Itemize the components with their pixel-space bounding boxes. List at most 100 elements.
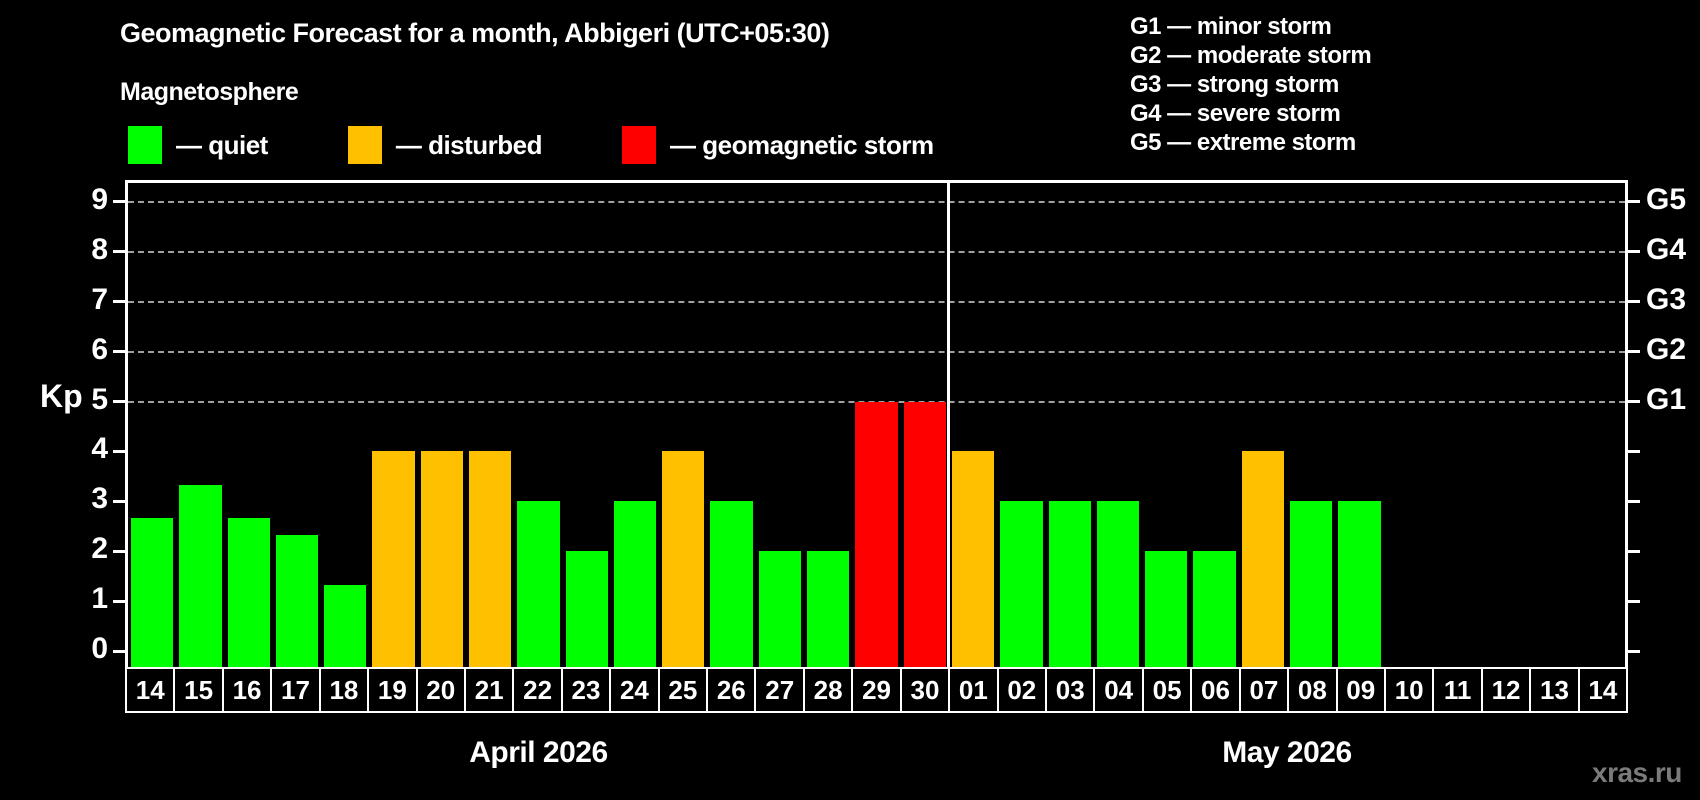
day-label-apr-14: 14 bbox=[125, 667, 176, 713]
kp-bar-may-06 bbox=[1193, 551, 1236, 667]
kp-bar-apr-16 bbox=[227, 517, 270, 667]
day-label-apr-26: 26 bbox=[706, 667, 757, 713]
g-scale-legend: G1 — minor storm G2 — moderate storm G3 … bbox=[1130, 12, 1372, 157]
kp-bar-may-07 bbox=[1241, 451, 1284, 667]
gridline-kp-7 bbox=[128, 300, 1625, 303]
plot-area bbox=[125, 180, 1628, 670]
kp-bar-apr-26 bbox=[710, 501, 753, 667]
day-label-may-04: 04 bbox=[1093, 667, 1144, 713]
day-axis-row: 14 15 16 17 18 19 20 21 22 23 24 25 26 27 28 29 30 01 02 03… bbox=[125, 667, 1629, 713]
gridline-kp-6 bbox=[128, 350, 1625, 353]
y-axis-tick-label-2: 2 bbox=[91, 532, 108, 566]
day-label-may-12: 12 bbox=[1480, 667, 1532, 713]
right-axis-label-g3: G3 bbox=[1646, 282, 1687, 316]
kp-bar-may-02 bbox=[1000, 501, 1043, 667]
y-axis-tick-label-6: 6 bbox=[91, 332, 108, 366]
day-label-apr-15: 15 bbox=[173, 667, 224, 713]
day-label-may-08: 08 bbox=[1287, 667, 1338, 713]
day-label-apr-27: 27 bbox=[754, 667, 805, 713]
day-label-may-14: 14 bbox=[1577, 667, 1629, 713]
kp-bar-apr-14 bbox=[131, 517, 174, 667]
day-label-apr-30: 30 bbox=[899, 667, 951, 713]
right-tick-kp-8 bbox=[1628, 250, 1640, 254]
quiet-color-swatch bbox=[128, 126, 162, 164]
legend-item-disturbed: — disturbed bbox=[347, 126, 543, 164]
y-axis-tick-label-5: 5 bbox=[91, 382, 108, 416]
month-label-april: April 2026 bbox=[469, 736, 608, 769]
kp-bar-apr-15 bbox=[179, 484, 222, 667]
kp-bar-apr-29 bbox=[855, 401, 898, 667]
kp-bar-may-09 bbox=[1338, 501, 1381, 667]
right-axis-label-g4: G4 bbox=[1646, 232, 1687, 266]
right-tick-kp-6 bbox=[1628, 350, 1640, 354]
y-axis-label-kp: Kp bbox=[40, 378, 83, 414]
day-label-may-06: 06 bbox=[1190, 667, 1241, 713]
left-tick-kp-2 bbox=[113, 549, 125, 553]
g4-legend-line: G4 — severe storm bbox=[1130, 100, 1341, 127]
day-label-apr-23: 23 bbox=[560, 667, 612, 713]
right-axis-label-g2: G2 bbox=[1646, 332, 1687, 366]
left-tick-kp-4 bbox=[113, 449, 125, 453]
legend-label-quiet: — quiet bbox=[176, 129, 268, 160]
kp-bar-apr-21 bbox=[469, 451, 512, 667]
magnetosphere-label: Magnetosphere bbox=[120, 78, 299, 106]
gridline-kp-8 bbox=[128, 250, 1625, 253]
right-tick-kp-1 bbox=[1628, 599, 1640, 603]
right-tick-kp-7 bbox=[1628, 300, 1640, 304]
legend-item-quiet: — quiet bbox=[128, 126, 268, 164]
kp-bar-apr-23 bbox=[565, 551, 608, 667]
storm-color-swatch bbox=[622, 126, 657, 164]
right-tick-kp-5 bbox=[1628, 400, 1640, 403]
right-tick-kp-4 bbox=[1628, 449, 1640, 453]
legend-item-storm: — geomagnetic storm bbox=[622, 126, 934, 164]
right-tick-kp-2 bbox=[1628, 549, 1640, 553]
kp-bar-may-08 bbox=[1289, 501, 1333, 667]
day-label-may-11: 11 bbox=[1432, 667, 1483, 713]
day-label-apr-22: 22 bbox=[512, 667, 563, 713]
left-tick-kp-7 bbox=[113, 300, 125, 304]
y-axis-tick-label-9: 9 bbox=[91, 182, 108, 216]
day-label-may-01: 01 bbox=[948, 667, 999, 713]
y-axis-tick-label-4: 4 bbox=[91, 432, 108, 466]
watermark: xras.ru bbox=[1592, 757, 1682, 788]
g5-legend-line: G5 — extreme storm bbox=[1130, 129, 1356, 156]
left-tick-kp-6 bbox=[113, 350, 125, 354]
left-tick-kp-9 bbox=[113, 200, 125, 204]
day-label-may-10: 10 bbox=[1383, 667, 1435, 713]
y-axis-tick-label-7: 7 bbox=[91, 282, 108, 316]
y-axis-tick-label-0: 0 bbox=[91, 632, 108, 665]
month-label-may: May 2026 bbox=[1222, 736, 1352, 769]
legend-label-storm: — geomagnetic storm bbox=[670, 129, 934, 160]
chart-title: Geomagnetic Forecast for a month, Abbige… bbox=[120, 18, 830, 48]
kp-bar-may-01 bbox=[951, 451, 995, 667]
day-label-apr-25: 25 bbox=[657, 667, 709, 713]
day-label-apr-19: 19 bbox=[367, 667, 418, 713]
kp-bar-apr-27 bbox=[758, 551, 802, 667]
kp-bar-apr-30 bbox=[903, 401, 946, 667]
day-label-may-05: 05 bbox=[1141, 667, 1193, 713]
kp-bar-apr-24 bbox=[613, 501, 657, 667]
day-label-apr-18: 18 bbox=[318, 667, 370, 713]
y-axis-tick-label-3: 3 bbox=[91, 482, 108, 516]
left-tick-kp-0 bbox=[113, 649, 125, 653]
right-axis-label-g5: G5 bbox=[1646, 182, 1687, 216]
gridline-kp-9 bbox=[128, 200, 1625, 203]
month-separator-line bbox=[947, 183, 951, 667]
g1-legend-line: G1 — minor storm bbox=[1130, 13, 1332, 40]
kp-bar-apr-28 bbox=[807, 551, 850, 667]
right-axis-label-g1: G1 bbox=[1646, 382, 1687, 416]
day-label-apr-17: 17 bbox=[270, 667, 321, 713]
day-label-apr-24: 24 bbox=[609, 667, 660, 713]
y-axis-tick-label-1: 1 bbox=[91, 582, 108, 616]
day-label-may-09: 09 bbox=[1335, 667, 1386, 713]
left-tick-kp-3 bbox=[113, 499, 125, 503]
left-tick-kp-1 bbox=[113, 599, 125, 603]
kp-bar-may-03 bbox=[1048, 501, 1091, 667]
kp-bar-apr-25 bbox=[662, 451, 705, 667]
kp-bar-may-05 bbox=[1145, 551, 1188, 667]
day-label-apr-20: 20 bbox=[415, 667, 466, 713]
kp-bar-apr-17 bbox=[275, 534, 319, 667]
day-label-may-07: 07 bbox=[1238, 667, 1290, 713]
day-label-may-03: 03 bbox=[1045, 667, 1096, 713]
